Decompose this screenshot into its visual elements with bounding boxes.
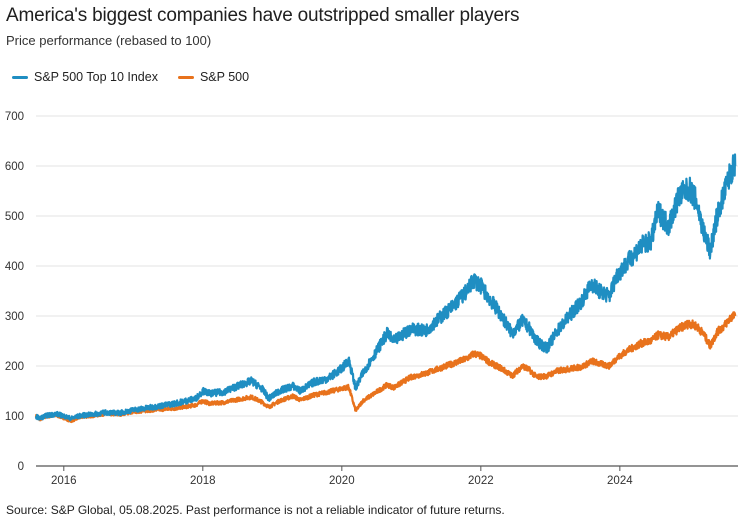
y-tick-label: 0 xyxy=(18,461,24,473)
source-prefix: Source: S&P Global, 05.08.2025. xyxy=(6,503,183,517)
source-disclaimer: Past performance is not a reliable indic… xyxy=(185,503,505,517)
y-tick-label: 600 xyxy=(5,161,24,173)
y-tick-label: 500 xyxy=(5,211,24,223)
source-note: Source: S&P Global, 05.08.2025. Past per… xyxy=(6,503,505,517)
legend-label-sp500: S&P 500 xyxy=(199,70,250,84)
series-line-sp500 xyxy=(34,311,737,424)
line-chart: 0 100 200 300 400 500 600 700 2016 2018 2020 2022 20… xyxy=(5,111,738,487)
chart-subtitle: Price performance (rebased to 100) xyxy=(6,33,212,48)
x-tick-label: 2018 xyxy=(190,475,216,487)
legend-item-top10[interactable]: S&P 500 Top 10 Index xyxy=(12,70,158,84)
legend-swatch-sp500 xyxy=(177,75,194,79)
y-tick-label: 300 xyxy=(5,311,24,323)
legend-item-sp500[interactable]: S&P 500 xyxy=(177,70,250,84)
y-tick-label: 100 xyxy=(5,411,24,423)
x-tick-label: 2022 xyxy=(468,475,494,487)
y-tick-label: 200 xyxy=(5,361,24,373)
series-line-top10 xyxy=(34,153,737,422)
legend-swatch-top10 xyxy=(12,75,28,79)
chart-title: America's biggest companies have outstri… xyxy=(6,5,520,26)
y-tick-label: 400 xyxy=(5,261,24,273)
y-tick-label: 700 xyxy=(5,111,24,123)
legend-label-top10: S&P 500 Top 10 Index xyxy=(34,70,158,84)
x-tick-label: 2016 xyxy=(51,475,77,487)
x-tick-label: 2024 xyxy=(607,475,633,487)
legend: S&P 500 Top 10 Index S&P 500 xyxy=(12,70,269,84)
x-tick-label: 2020 xyxy=(329,475,355,487)
